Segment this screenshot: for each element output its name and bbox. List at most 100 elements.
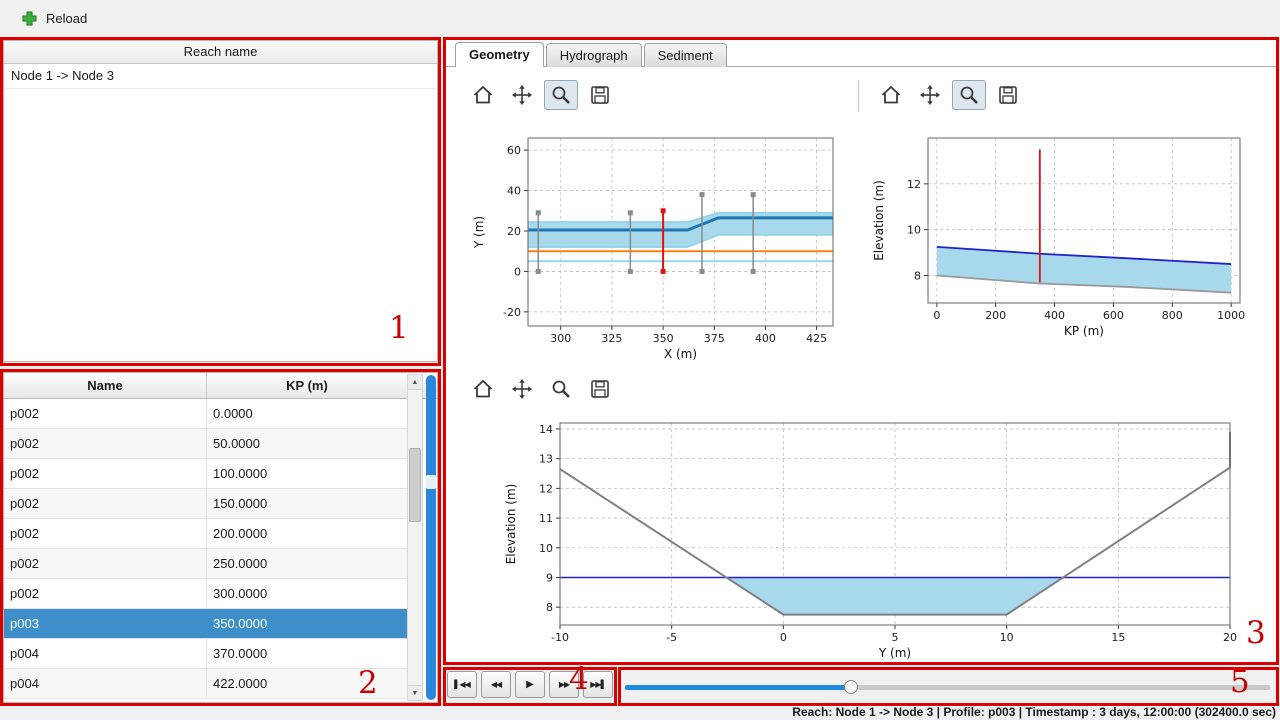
cell-name[interactable]: p004 (4, 639, 207, 668)
cell-name[interactable]: p002 (4, 489, 207, 518)
cell-kp[interactable]: 370.0000 (213, 646, 268, 661)
svg-text:15: 15 (1111, 631, 1125, 644)
cell-name[interactable]: p002 (4, 579, 207, 608)
svg-text:325: 325 (601, 332, 622, 345)
svg-text:10: 10 (539, 542, 553, 555)
zoom-icon (960, 86, 978, 104)
cell-name[interactable]: p003 (4, 609, 207, 638)
fast-forward-button[interactable]: ▶▶ (549, 671, 579, 698)
svg-text:20: 20 (1223, 631, 1237, 644)
home-button[interactable] (874, 80, 908, 110)
svg-text:350: 350 (653, 332, 674, 345)
svg-text:200: 200 (985, 309, 1006, 322)
plot-toolbar-profile (874, 80, 1025, 110)
profile-table-panel: Name KP (m) p002 0.0000 p002 50.0000 p002 100… (3, 372, 438, 703)
pan-button[interactable] (505, 80, 539, 110)
home-icon (473, 379, 493, 398)
column-header-name[interactable]: Name (4, 373, 207, 398)
svg-text:12: 12 (907, 178, 921, 191)
svg-text:20: 20 (507, 225, 521, 238)
cell-kp[interactable]: 200.0000 (213, 526, 268, 541)
save-button[interactable] (991, 80, 1025, 110)
column-header-kp[interactable]: KP (m) (286, 378, 328, 393)
scrollbar-thumb[interactable] (409, 448, 421, 522)
table-row[interactable]: p002 150.0000 (4, 489, 408, 519)
cell-name[interactable]: p004 (4, 669, 207, 698)
zoom-button[interactable] (544, 374, 578, 404)
cell-kp[interactable]: 422.0000 (213, 676, 268, 691)
table-row[interactable]: p004 422.0000 (4, 669, 408, 699)
reach-list-item[interactable]: Node 1 -> Node 3 (4, 64, 437, 89)
save-button[interactable] (583, 80, 617, 110)
skip-end-button[interactable]: ▶▶▌ (583, 671, 613, 698)
cross-section-chart[interactable]: -10 -5 0 5 10 15 20 8 9 10 11 12 13 14 Y (m) Elevation … (458, 406, 1270, 660)
home-button[interactable] (466, 374, 500, 404)
playback-controls: ▌◀◀ ◀◀ ▶ ▶▶ ▶▶▌ (447, 671, 613, 698)
save-icon (591, 86, 609, 104)
cell-name[interactable]: p002 (4, 459, 207, 488)
cell-kp[interactable]: 350.0000 (213, 616, 268, 631)
svg-text:9: 9 (546, 571, 553, 584)
cell-name[interactable]: p002 (4, 429, 207, 458)
plan-view-chart[interactable]: 300 325 350 375 400 425 -20 0 20 40 60 X (m) Y (m) (458, 118, 858, 364)
cell-name[interactable]: p002 (4, 549, 207, 578)
tab-sediment[interactable]: Sediment (643, 43, 727, 67)
rewind-button[interactable]: ◀◀ (481, 671, 511, 698)
cell-name[interactable]: p002 (4, 519, 207, 548)
pan-button[interactable] (913, 80, 947, 110)
cell-kp[interactable]: 150.0000 (213, 496, 268, 511)
cell-kp[interactable]: 300.0000 (213, 586, 268, 601)
svg-text:Elevation (m): Elevation (m) (872, 180, 886, 261)
svg-text:10: 10 (1000, 631, 1014, 644)
svg-text:600: 600 (1103, 309, 1124, 322)
time-slider[interactable] (625, 679, 1270, 695)
tab-hydrograph[interactable]: Hydrograph (545, 43, 642, 67)
svg-text:14: 14 (539, 423, 553, 436)
table-scrollbar[interactable]: ▲ ▼ (407, 374, 423, 701)
cell-kp[interactable]: 250.0000 (213, 556, 268, 571)
table-row[interactable]: p002 0.0000 (4, 399, 408, 429)
reach-panel: Reach name Node 1 -> Node 3 (3, 40, 438, 362)
svg-text:1000: 1000 (1217, 309, 1245, 322)
cell-kp[interactable]: 100.0000 (213, 466, 268, 481)
svg-text:400: 400 (755, 332, 776, 345)
svg-text:5: 5 (892, 631, 899, 644)
table-row[interactable]: p003 350.0000 (4, 609, 408, 639)
pan-button[interactable] (505, 374, 539, 404)
tab-bar: Geometry Hydrograph Sediment (455, 42, 729, 67)
reach-list-header[interactable]: Reach name (4, 41, 437, 64)
cell-name[interactable]: p002 (4, 399, 207, 428)
table-row[interactable]: p004 370.0000 (4, 639, 408, 669)
table-row[interactable]: p002 200.0000 (4, 519, 408, 549)
svg-text:-20: -20 (503, 306, 521, 319)
outer-scrollbar[interactable] (426, 375, 436, 700)
pan-icon (512, 379, 532, 399)
svg-text:KP (m): KP (m) (1064, 324, 1104, 338)
save-icon (999, 86, 1017, 104)
save-button[interactable] (583, 374, 617, 404)
slider-groove[interactable] (625, 685, 1270, 690)
table-row[interactable]: p002 300.0000 (4, 579, 408, 609)
reload-label: Reload (46, 11, 88, 26)
scrollbar-track[interactable] (408, 390, 422, 685)
cell-kp[interactable]: 50.0000 (213, 436, 260, 451)
pan-icon (920, 85, 940, 105)
long-profile-chart[interactable]: 0 200 400 600 800 1000 8 10 12 KP (m) Elevation (m… (866, 118, 1268, 364)
home-button[interactable] (466, 80, 500, 110)
outer-scrollbar-handle[interactable] (426, 475, 436, 489)
scroll-up-arrow-icon[interactable]: ▲ (408, 375, 422, 390)
cell-kp[interactable]: 0.0000 (213, 406, 253, 421)
reload-button[interactable]: Reload (22, 11, 87, 26)
slider-handle[interactable] (843, 680, 858, 694)
table-row[interactable]: p002 50.0000 (4, 429, 408, 459)
results-panel: Geometry Hydrograph Sediment 300 325 350 37… (444, 38, 1278, 664)
scroll-down-arrow-icon[interactable]: ▼ (408, 685, 422, 700)
table-row[interactable]: p002 250.0000 (4, 549, 408, 579)
zoom-button[interactable] (544, 80, 578, 110)
tab-geometry[interactable]: Geometry (455, 42, 544, 67)
play-button[interactable]: ▶ (515, 671, 545, 698)
table-row[interactable]: p002 100.0000 (4, 459, 408, 489)
skip-start-button[interactable]: ▌◀◀ (447, 671, 477, 698)
svg-text:0: 0 (933, 309, 940, 322)
zoom-button[interactable] (952, 80, 986, 110)
